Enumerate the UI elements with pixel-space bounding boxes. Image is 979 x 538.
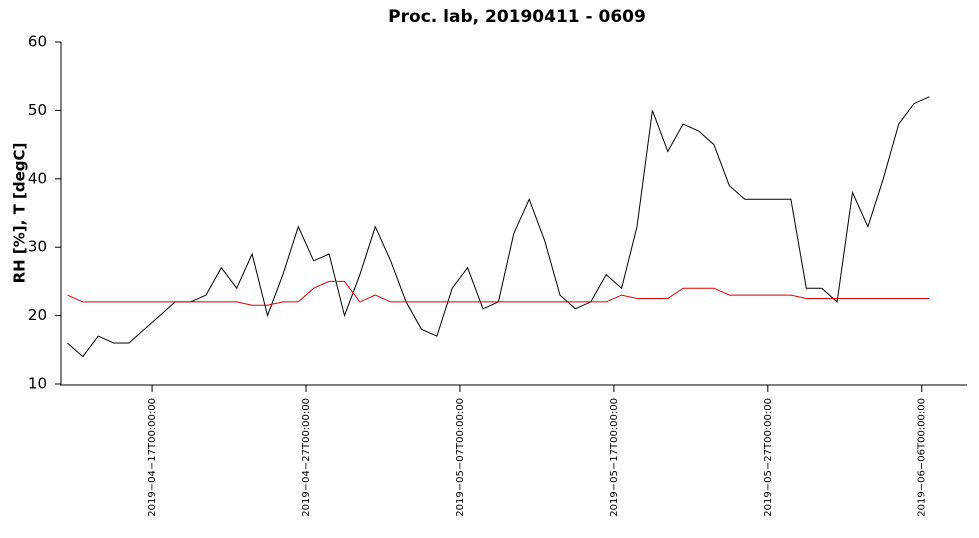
y-tick-label: 50: [28, 101, 47, 119]
x-tick-label: 2019−05−17T00:00:00: [609, 398, 620, 517]
x-tick-label: 2019−05−07T00:00:00: [455, 398, 466, 517]
y-tick-label: 60: [28, 33, 47, 51]
y-tick-label: 40: [28, 169, 47, 187]
x-tick-label: 2019−06−06T00:00:00: [917, 398, 928, 517]
y-axis-title: RH [%], T [degC]: [11, 143, 29, 284]
y-tick-label: 10: [28, 375, 47, 393]
chart-title: Proc. lab, 20190411 - 0609: [388, 7, 646, 27]
x-tick-label: 2019−05−27T00:00:00: [763, 398, 774, 517]
y-tick-label: 20: [28, 306, 47, 324]
x-tick-label: 2019−04−17T00:00:00: [147, 398, 158, 517]
line-series: [67, 96, 930, 358]
x-tick-label: 2019−04−27T00:00:00: [301, 398, 312, 517]
line-series: [67, 280, 930, 306]
y-tick-label: 30: [28, 238, 47, 256]
